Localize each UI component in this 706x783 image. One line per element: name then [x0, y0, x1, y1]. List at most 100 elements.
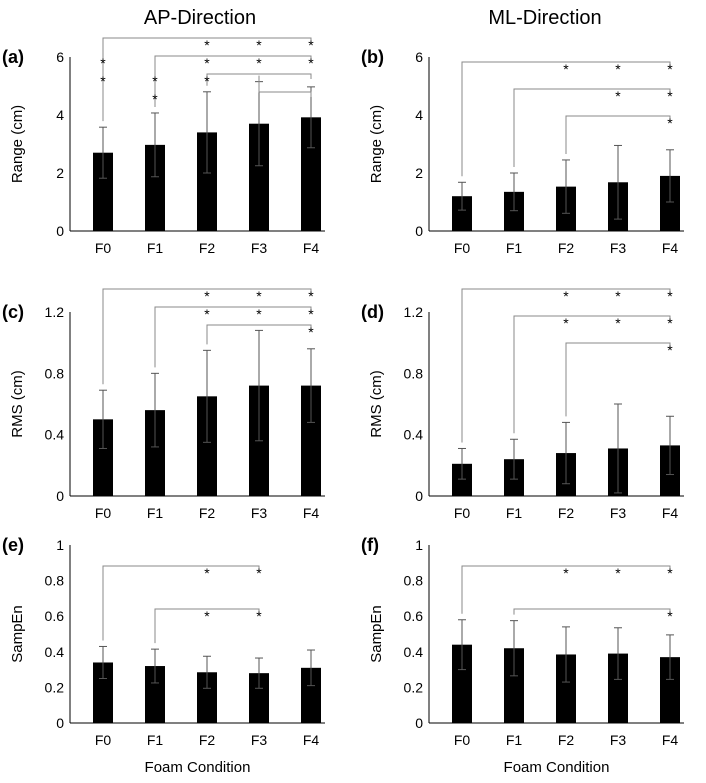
significance-star: *: [563, 565, 569, 581]
x-axis-label: Foam Condition: [145, 759, 251, 776]
significance-bracket: [258, 75, 312, 97]
x-tick-label: F1: [147, 240, 164, 256]
significance-bracket: [565, 342, 671, 417]
bar: [452, 463, 472, 496]
y-tick-label: 0.4: [404, 644, 424, 660]
x-tick-label: F4: [303, 732, 320, 748]
significance-bracket: [513, 88, 671, 167]
bar: [452, 196, 472, 231]
significance-star: *: [256, 55, 262, 71]
panel-f: (f) SampEn 0 0.2 0.4 0.6 0.8 1 F0 F1 F2 F3 F4 Foam Co…: [361, 535, 684, 776]
bar: [197, 672, 217, 723]
x-tick-label: F0: [95, 505, 112, 521]
bar: [93, 662, 113, 723]
significance-bracket: [206, 324, 312, 345]
x-tick-label: F4: [662, 732, 679, 748]
y-axis-label: RMS (cm): [368, 370, 385, 438]
panel-label: (c): [2, 302, 24, 322]
significance-star: *: [256, 306, 262, 322]
y-axis-label: Range (cm): [368, 105, 385, 183]
bar: [660, 657, 680, 723]
panel-a: (a) Range (cm) 0 2 4 6 F0 F1 F2 F3 F4 * * * * * * * * * * *: [2, 37, 325, 256]
y-tick-label: 1.2: [404, 304, 424, 320]
significance-star: *: [204, 37, 210, 53]
x-tick-label: F0: [95, 240, 112, 256]
bar: [660, 175, 680, 231]
panel-d: (d) RMS (cm) 0 0.4 0.8 1.2 F0 F1 F2 F3 F4 * * * * * * *: [361, 288, 684, 521]
significance-star: *: [667, 342, 673, 358]
significance-star: *: [308, 55, 314, 71]
y-tick-label: 0.8: [45, 573, 65, 589]
x-tick-label: F3: [251, 240, 268, 256]
x-tick-label: F4: [662, 505, 679, 521]
bar: [249, 123, 269, 231]
bar: [145, 666, 165, 723]
significance-bracket: [513, 315, 671, 434]
x-tick-label: F3: [251, 505, 268, 521]
bar: [504, 648, 524, 723]
y-tick-label: 1.2: [45, 304, 65, 320]
bar: [504, 191, 524, 231]
x-tick-label: F1: [147, 732, 164, 748]
bar: [301, 385, 321, 496]
significance-star: *: [667, 88, 673, 104]
y-tick-label: 0.4: [45, 427, 65, 443]
significance-bracket: [102, 288, 312, 385]
significance-star: *: [308, 324, 314, 340]
panel-e: (e) SampEn 0 0.2 0.4 0.6 0.8 1 F0 F1 F2 F3 F4 Foam Co…: [2, 535, 325, 776]
y-tick-label: 4: [56, 107, 64, 123]
column-title-ml: ML-Direction: [488, 7, 601, 29]
x-tick-label: F2: [558, 732, 575, 748]
bar: [301, 667, 321, 723]
panel-c: (c) RMS (cm) 0 0.4 0.8 1.2 F0 F1 F2 F3 F4 * * * * * * *: [2, 288, 325, 521]
panel-label: (a): [2, 47, 24, 67]
bar: [93, 419, 113, 496]
bar: [93, 152, 113, 231]
bar: [249, 673, 269, 723]
bar: [145, 410, 165, 496]
x-tick-label: F2: [199, 240, 216, 256]
y-tick-label: 0.2: [404, 679, 424, 695]
x-tick-label: F3: [251, 732, 268, 748]
y-tick-label: 0: [415, 488, 423, 504]
panel-label: (d): [361, 302, 384, 322]
significance-star: *: [667, 565, 673, 581]
y-tick-label: 6: [415, 49, 423, 65]
significance-star: *: [615, 61, 621, 77]
significance-star: *: [204, 565, 210, 581]
y-tick-label: 0.4: [404, 427, 424, 443]
x-tick-label: F1: [506, 505, 523, 521]
significance-star: *: [256, 288, 262, 304]
bar: [608, 653, 628, 723]
significance-star: *: [204, 306, 210, 322]
significance-star: *: [152, 91, 158, 107]
significance-star: *: [100, 73, 106, 89]
significance-star: *: [100, 55, 106, 71]
significance-star: *: [667, 115, 673, 131]
panel-label: (b): [361, 47, 384, 67]
significance-star: *: [667, 608, 673, 624]
bar: [301, 117, 321, 231]
y-tick-label: 0.2: [45, 679, 65, 695]
significance-bracket: [206, 73, 312, 86]
panel-b: (b) Range (cm) 0 2 4 6 F0 F1 F2 F3 F4 * * * * * *: [361, 47, 684, 256]
y-tick-label: 1: [415, 537, 423, 553]
x-tick-label: F3: [610, 505, 627, 521]
significance-bracket: [513, 608, 671, 615]
significance-star: *: [667, 61, 673, 77]
x-tick-label: F4: [303, 240, 320, 256]
x-tick-label: F1: [506, 732, 523, 748]
significance-star: *: [615, 288, 621, 304]
significance-bracket: [565, 115, 671, 154]
x-tick-label: F2: [199, 505, 216, 521]
bar: [452, 644, 472, 723]
significance-star: *: [256, 608, 262, 624]
panel-label: (f): [361, 535, 379, 555]
bar: [556, 654, 576, 723]
significance-star: *: [204, 55, 210, 71]
y-tick-label: 0: [56, 715, 64, 731]
y-tick-label: 0.8: [45, 365, 65, 381]
y-tick-label: 0: [56, 488, 64, 504]
x-tick-label: F2: [199, 732, 216, 748]
